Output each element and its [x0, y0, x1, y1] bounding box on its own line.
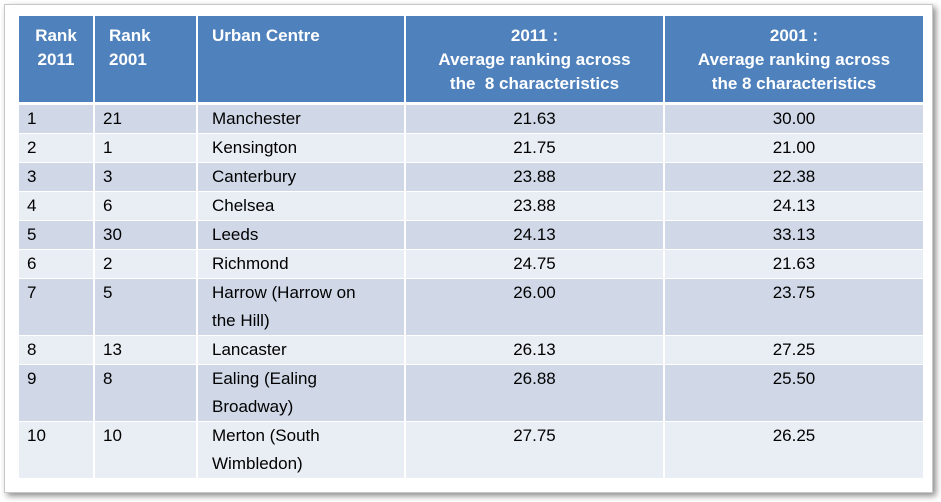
average-2011-cell: 21.63 [405, 103, 665, 134]
table-row: 1 21 Manchester 21.63 30.00 [19, 103, 923, 134]
header-rank-2001-line1: Rank [109, 26, 151, 45]
table-row: 8 13 Lancaster 26.13 27.25 [19, 335, 923, 365]
header-rank-2001-line2: 2001 [109, 50, 147, 69]
average-2011-cell: 26.13 [405, 335, 665, 365]
rankings-table: Rank 2011 Rank 2001 Urban Centre 2011 : … [19, 16, 923, 479]
rank-2001-cell: 3 [94, 162, 198, 192]
rank-2011-cell: 6 [19, 249, 95, 279]
average-2001-cell: 21.63 [664, 249, 923, 279]
rank-2011-cell: 4 [19, 191, 95, 221]
header-average-2001-line3: the 8 characteristics [711, 74, 877, 93]
table-row: 6 2 Richmond 24.75 21.63 [19, 249, 923, 279]
urban-centre-cell: Chelsea [197, 191, 406, 221]
header-rank-2011-line1: Rank [35, 26, 77, 45]
average-2011-cell: 21.75 [405, 133, 665, 163]
average-2001-cell: 22.38 [664, 162, 923, 192]
table-row: 3 3 Canterbury 23.88 22.38 [19, 162, 923, 192]
rank-2001-cell: 10 [94, 421, 198, 479]
header-average-2001-line2: Average ranking across [697, 50, 891, 69]
urban-centre-cell: Ealing (Ealing Broadway) [197, 364, 406, 422]
header-average-2011-line2: Average ranking across [438, 50, 631, 69]
average-2001-cell: 24.13 [664, 191, 923, 221]
header-average-2001: 2001 : Average ranking across the 8 char… [664, 16, 923, 104]
table-frame: Rank 2011 Rank 2001 Urban Centre 2011 : … [4, 4, 933, 493]
urban-centre-line: Lancaster [212, 340, 287, 359]
rank-2001-cell: 2 [94, 249, 198, 279]
header-average-2011: 2011 : Average ranking across the 8 char… [405, 16, 665, 104]
average-2001-cell: 30.00 [664, 103, 923, 134]
rank-2001-cell: 5 [94, 278, 198, 336]
rank-2011-cell: 5 [19, 220, 95, 250]
urban-centre-line: Richmond [212, 254, 289, 273]
average-2001-cell: 27.25 [664, 335, 923, 365]
rank-2001-cell: 6 [94, 191, 198, 221]
average-2011-cell: 24.13 [405, 220, 665, 250]
header-row: Rank 2011 Rank 2001 Urban Centre 2011 : … [19, 16, 923, 104]
average-2001-cell: 23.75 [664, 278, 923, 336]
urban-centre-line: the Hill) [212, 311, 270, 330]
rank-2001-cell: 13 [94, 335, 198, 365]
header-average-2011-line3: the 8 characteristics [449, 74, 620, 93]
urban-centre-line: Chelsea [212, 196, 275, 215]
rank-2011-cell: 2 [19, 133, 95, 163]
urban-centre-cell: Manchester [197, 103, 406, 134]
urban-centre-line: Canterbury [212, 167, 297, 186]
table-row: 4 6 Chelsea 23.88 24.13 [19, 191, 923, 221]
rank-2001-cell: 30 [94, 220, 198, 250]
rank-2011-cell: 8 [19, 335, 95, 365]
urban-centre-cell: Lancaster [197, 335, 406, 365]
table-row: 5 30 Leeds 24.13 33.13 [19, 220, 923, 250]
average-2001-cell: 25.50 [664, 364, 923, 422]
rank-2011-cell: 3 [19, 162, 95, 192]
urban-centre-cell: Richmond [197, 249, 406, 279]
average-2011-cell: 23.88 [405, 191, 665, 221]
average-2001-cell: 26.25 [664, 421, 923, 479]
table-row: 2 1 Kensington 21.75 21.00 [19, 133, 923, 163]
urban-centre-cell: Leeds [197, 220, 406, 250]
table-row: 7 5 Harrow (Harrow on the Hill) 26.00 23.… [19, 278, 923, 336]
urban-centre-cell: Kensington [197, 133, 406, 163]
rank-2001-cell: 1 [94, 133, 198, 163]
urban-centre-cell: Merton (South Wimbledon) [197, 421, 406, 479]
header-average-2011-line1: 2011 : [510, 26, 559, 45]
rank-2011-cell: 9 [19, 364, 95, 422]
average-2011-cell: 27.75 [405, 421, 665, 479]
urban-centre-line: Leeds [212, 225, 259, 244]
rank-2001-cell: 21 [94, 103, 198, 134]
rank-2011-cell: 10 [19, 421, 95, 479]
average-2011-cell: 26.88 [405, 364, 665, 422]
urban-centre-cell: Canterbury [197, 162, 406, 192]
table-row: 10 10 Merton (South Wimbledon) 27.75 26.2… [19, 421, 923, 479]
header-urban-centre-label: Urban Centre [212, 26, 320, 45]
urban-centre-line: Broadway) [212, 397, 294, 416]
average-2001-cell: 33.13 [664, 220, 923, 250]
urban-centre-line: Wimbledon) [212, 454, 303, 473]
table-row: 9 8 Ealing (Ealing Broadway) 26.88 25.50 [19, 364, 923, 422]
urban-centre-line: Harrow (Harrow on [212, 283, 356, 302]
average-2011-cell: 23.88 [405, 162, 665, 192]
average-2001-cell: 21.00 [664, 133, 923, 163]
table-body: 1 21 Manchester 21.63 30.00 2 1 Kensingt… [19, 103, 923, 479]
header-rank-2011: Rank 2011 [19, 16, 95, 104]
header-rank-2011-line2: 2011 [37, 50, 75, 69]
rank-2011-cell: 7 [19, 278, 95, 336]
urban-centre-line: Manchester [212, 109, 301, 128]
header-average-2001-line1: 2001 : [769, 26, 819, 45]
urban-centre-line: Kensington [212, 138, 298, 157]
urban-centre-cell: Harrow (Harrow on the Hill) [197, 278, 406, 336]
rank-2011-cell: 1 [19, 103, 95, 134]
average-2011-cell: 26.00 [405, 278, 665, 336]
rank-2001-cell: 8 [94, 364, 198, 422]
urban-centre-line: Ealing (Ealing [212, 369, 317, 388]
urban-centre-line: Merton (South [212, 426, 320, 445]
header-rank-2001: Rank 2001 [94, 16, 198, 104]
average-2011-cell: 24.75 [405, 249, 665, 279]
header-urban-centre: Urban Centre [197, 16, 406, 104]
